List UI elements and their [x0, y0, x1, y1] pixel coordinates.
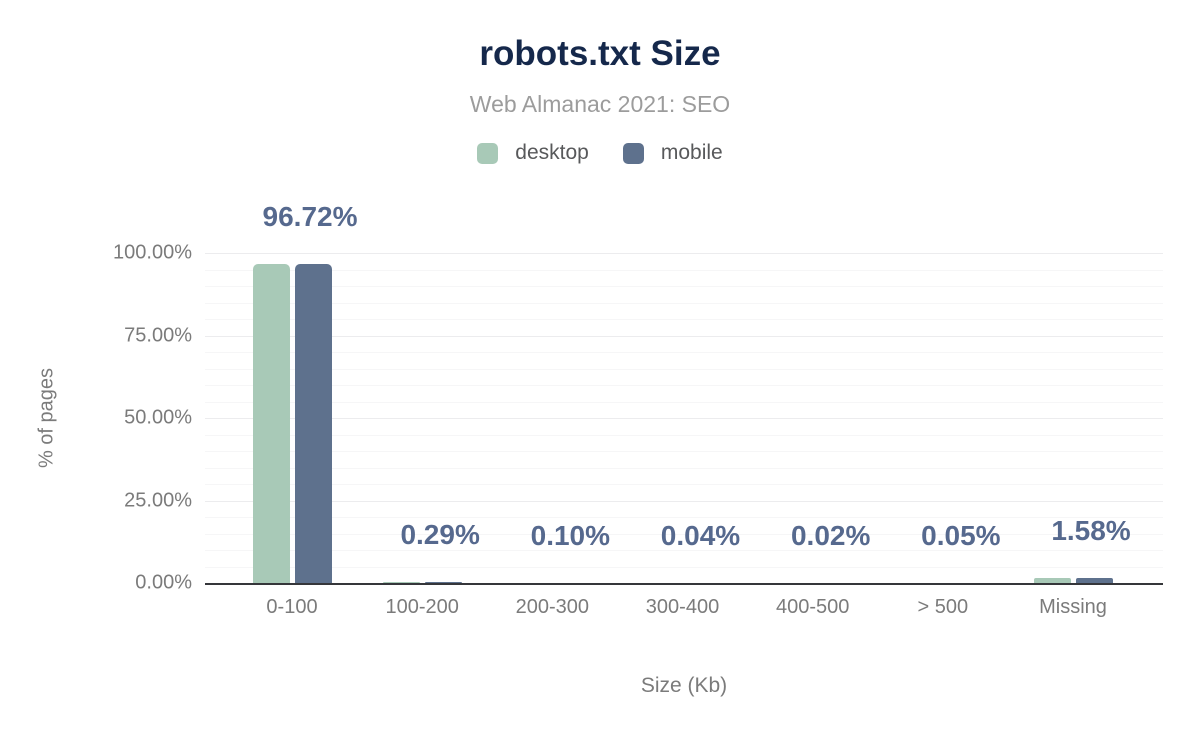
minor-gridline	[205, 401, 1163, 403]
legend-label-desktop: desktop	[515, 141, 589, 164]
y-tick-label: 100.00%	[113, 241, 192, 264]
legend-label-mobile: mobile	[660, 141, 723, 164]
x-tick-label: > 500	[917, 596, 969, 618]
chart-title: robots.txt Size	[479, 34, 721, 73]
bar-value-label: 0.02%	[790, 519, 871, 551]
minor-gridline	[205, 302, 1163, 304]
bar-value-label: 0.05%	[921, 519, 1001, 551]
mobile-bar[interactable]	[294, 264, 332, 583]
x-tick-label: Missing	[1039, 596, 1107, 618]
chart-subtitle: Web Almanac 2021: SEO	[469, 91, 731, 117]
bar-value-label: 0.04%	[660, 519, 741, 551]
minor-gridline	[205, 467, 1163, 469]
plot-area: 0.00% 25.00% 50.00% 75.00% 100.00% 0-100 96.72…	[113, 201, 1163, 618]
mobile-swatch-icon	[622, 142, 644, 164]
desktop-swatch-icon	[477, 142, 499, 164]
x-tick-label: 200-300	[515, 596, 590, 618]
desktop-bar[interactable]	[382, 582, 420, 583]
legend: desktop mobile	[0, 141, 1200, 165]
x-tick-label: 0-100	[266, 596, 318, 618]
minor-gridline	[205, 286, 1163, 287]
minor-gridline	[205, 385, 1163, 386]
y-tick-label: 75.00%	[124, 324, 192, 346]
bar-value-label: 0.29%	[400, 519, 480, 551]
minor-gridline	[205, 566, 1163, 568]
minor-gridline	[205, 368, 1163, 370]
major-gridline	[205, 253, 1163, 254]
bar-value-label: 1.58%	[1051, 514, 1131, 546]
major-gridline	[205, 418, 1163, 419]
y-tick-label: 50.00%	[124, 406, 192, 429]
minor-gridline	[205, 517, 1163, 518]
desktop-bar[interactable]	[1033, 578, 1071, 583]
y-tick-label: 25.00%	[124, 489, 192, 511]
legend-item-mobile[interactable]: mobile	[622, 141, 723, 165]
mobile-bar[interactable]	[1075, 578, 1113, 583]
minor-gridline	[205, 550, 1163, 551]
bar-value-label: 0.10%	[530, 519, 611, 551]
minor-gridline	[205, 533, 1163, 535]
mobile-bar[interactable]	[424, 582, 462, 583]
x-tick-label: 300-400	[645, 596, 720, 618]
desktop-bar[interactable]	[252, 264, 290, 583]
legend-item-desktop[interactable]: desktop	[477, 141, 589, 165]
minor-gridline	[205, 269, 1163, 271]
minor-gridline	[205, 451, 1163, 452]
minor-gridline	[205, 352, 1163, 353]
minor-gridline	[205, 434, 1163, 436]
bar-value-label: 96.72%	[262, 200, 358, 232]
major-gridline	[205, 335, 1163, 337]
minor-gridline	[205, 319, 1163, 320]
y-tick-label: 0.00%	[135, 571, 192, 594]
major-gridline	[205, 500, 1163, 502]
y-axis-title: % of pages	[35, 367, 58, 469]
minor-gridline	[205, 484, 1163, 485]
x-tick-label: 400-500	[775, 596, 850, 618]
x-axis-title: Size (Kb)	[640, 674, 728, 697]
x-tick-label: 100-200	[385, 596, 459, 618]
